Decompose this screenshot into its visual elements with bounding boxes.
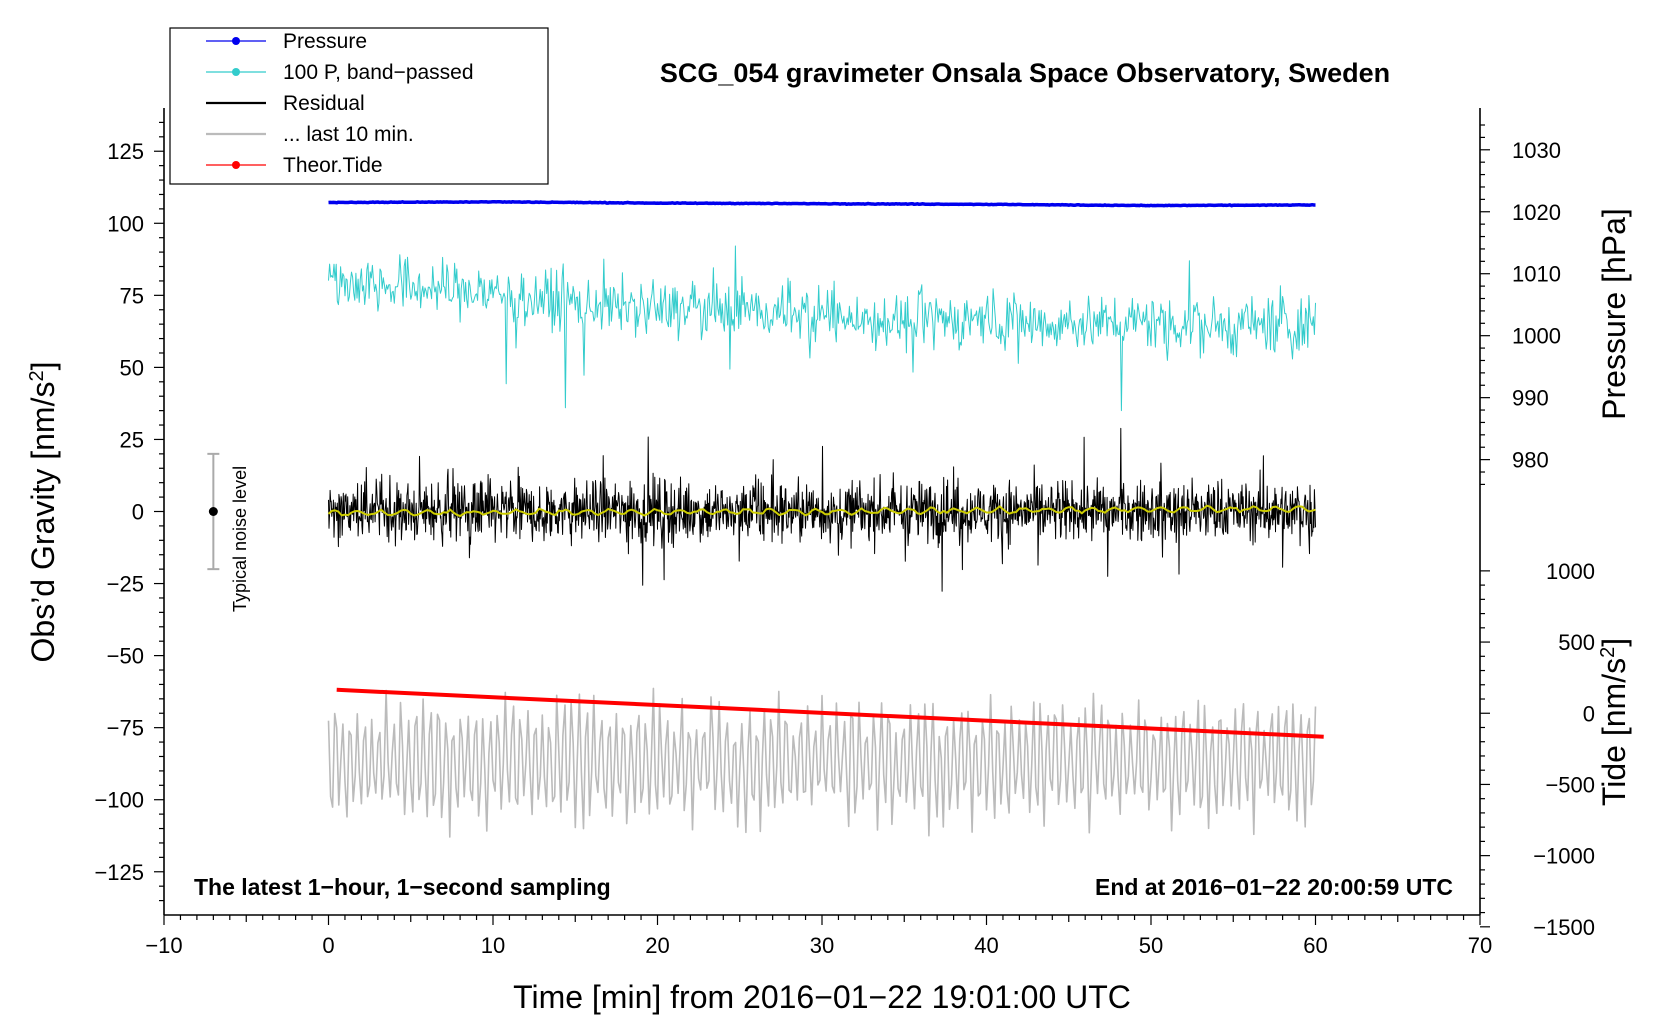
x-tick-label: 30 — [810, 933, 834, 958]
sampling-note: The latest 1−hour, 1−second sampling — [194, 874, 611, 900]
end-time-note: End at 2016−01−22 20:00:59 UTC — [1095, 874, 1453, 900]
gravity-tick-label: 25 — [120, 427, 144, 452]
gravity-tick-label: 75 — [120, 283, 144, 308]
pressure-tick-label: 1030 — [1512, 138, 1561, 163]
legend-label: Pressure — [283, 30, 367, 53]
series-layer — [327, 199, 1324, 838]
tide-axis-ticks: 1000 500 0 −500 −1000 −1500 — [1480, 559, 1595, 940]
tide-tick-label: −1000 — [1533, 844, 1595, 869]
series-pressure — [328, 199, 1316, 208]
legend-box — [169, 27, 549, 185]
tide-tick-label: 1000 — [1546, 559, 1595, 584]
x-tick-label: 50 — [1139, 933, 1163, 958]
legend-swatch-dot — [232, 68, 240, 76]
gravity-tick-label: 0 — [132, 500, 144, 525]
x-tick-label: 20 — [645, 933, 669, 958]
pressure-tick-label: 1010 — [1512, 262, 1561, 287]
pressure-tick-label: 990 — [1512, 386, 1549, 411]
x-tick-label: 70 — [1468, 933, 1492, 958]
legend-label: 100 P, band−passed — [283, 61, 474, 84]
legend-swatch-dot — [232, 37, 240, 45]
gravity-tick-label: 50 — [120, 355, 144, 380]
legend-swatch-dot — [232, 161, 240, 169]
x-tick-label: 10 — [481, 933, 505, 958]
pressure-axis-ticks: 1030 1020 1010 1000 990 980 — [1480, 124, 1561, 486]
series-residual-smoothed — [327, 504, 1316, 517]
x-tick-label: 40 — [974, 933, 998, 958]
gravity-tick-label: −125 — [94, 860, 144, 885]
gravity-axis-title: Obs’d Gravity [nm/s2] — [25, 362, 61, 663]
x-axis-ticks: −10 0 10 20 30 40 50 60 70 — [145, 915, 1492, 958]
tide-tick-label: 0 — [1583, 701, 1595, 726]
legend-label: Residual — [283, 92, 365, 115]
gravity-tick-label: −25 — [107, 572, 144, 597]
noise-level-label: Typical noise level — [230, 466, 250, 612]
pressure-tick-label: 1000 — [1512, 324, 1561, 349]
gravity-tick-label: 100 — [107, 211, 144, 236]
series-theor-tide — [336, 687, 1324, 739]
tide-tick-label: −1500 — [1533, 915, 1595, 940]
legend-label: Theor.Tide — [283, 154, 383, 177]
noise-level-marker — [207, 452, 220, 571]
tide-tick-label: −500 — [1545, 772, 1595, 797]
noise-center-dot — [208, 507, 218, 516]
x-tick-label: 0 — [322, 933, 334, 958]
chart-title: SCG_054 gravimeter Onsala Space Observat… — [660, 58, 1390, 88]
legend-label: ... last 10 min. — [283, 123, 414, 146]
pressure-tick-label: 980 — [1512, 448, 1549, 473]
pressure-tick-label: 1020 — [1512, 200, 1561, 225]
gravity-tick-label: −100 — [94, 788, 144, 813]
gravity-tick-label: −50 — [107, 644, 144, 669]
gravity-tick-label: 125 — [107, 139, 144, 164]
x-tick-label: 60 — [1303, 933, 1327, 958]
pressure-axis-title: Pressure [hPa] — [1596, 208, 1632, 420]
tide-axis-title: Tide [nm/s2] — [1596, 638, 1632, 806]
gravity-axis-ticks: 125 100 75 50 25 0 −25 −50 −75 −100 −125 — [94, 121, 164, 902]
x-tick-label: −10 — [145, 933, 182, 958]
series-last-10-min — [327, 687, 1317, 838]
series-band-passed-pressure — [328, 245, 1316, 412]
tide-tick-label: 500 — [1558, 630, 1595, 655]
legend: Pressure 100 P, band−passed Residual ... la… — [169, 27, 549, 185]
x-axis-title: Time [min] from 2016−01−22 19:01:00 UTC — [513, 979, 1131, 1015]
gravity-tick-label: −75 — [107, 716, 144, 741]
